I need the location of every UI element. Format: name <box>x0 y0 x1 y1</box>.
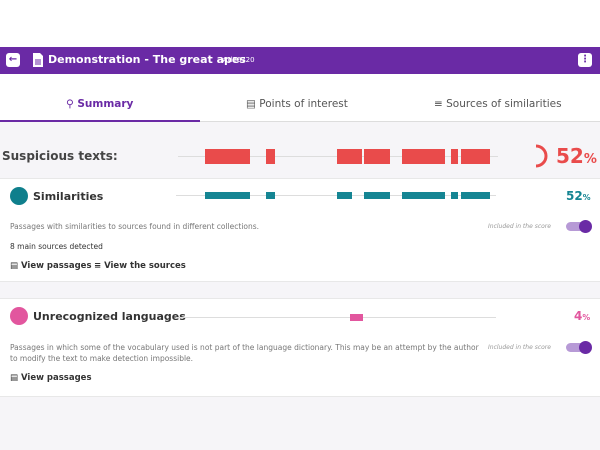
back-button[interactable]: ← <box>6 53 20 67</box>
tab[interactable]: ⚲ Summary <box>66 98 134 110</box>
menu-button[interactable]: ⋮ <box>578 53 592 67</box>
segment <box>451 192 458 199</box>
segment <box>337 192 352 199</box>
top-bar: ← Demonstration - The great apes #d26720… <box>0 47 600 74</box>
segment <box>266 149 275 164</box>
score-note: Included in the score <box>488 344 551 351</box>
doc-id: #d26720 <box>222 56 255 64</box>
separator <box>0 121 600 122</box>
segment <box>402 192 445 199</box>
card-title: Unrecognized languages <box>33 310 186 323</box>
segment <box>461 192 490 199</box>
action[interactable]: ▤ View passages <box>10 373 92 383</box>
segment <box>350 314 363 321</box>
doc-icon <box>33 53 43 67</box>
action[interactable]: ≡ View the sources <box>94 261 186 271</box>
card-similarities: Similarities 52% Passages with similarit… <box>0 178 600 282</box>
action-label: View the sources <box>104 261 186 271</box>
tab-indicator <box>0 120 200 122</box>
card-score: 4% <box>574 309 590 323</box>
toggle[interactable] <box>566 341 592 354</box>
score: 52% <box>556 144 597 168</box>
segment <box>205 149 250 164</box>
action-label: View passages <box>21 261 92 271</box>
score-value: 52 <box>556 144 584 168</box>
score-value: 52 <box>566 189 583 203</box>
tab[interactable]: ▤ Points of interest <box>246 98 348 110</box>
doc-title: Demonstration - The great apes <box>48 53 246 66</box>
tab-bar <box>0 74 600 122</box>
segment <box>402 149 445 164</box>
segment <box>364 149 390 164</box>
card-score: 52% <box>566 189 591 203</box>
track <box>176 317 496 318</box>
card-description: Passages in which some of the vocabulary… <box>10 343 479 363</box>
score-unit: % <box>583 152 597 167</box>
toggle[interactable] <box>566 220 592 233</box>
action[interactable]: ▤ View passages <box>10 261 92 271</box>
action-label: View passages <box>21 373 92 383</box>
segment <box>205 192 250 199</box>
card-description: Passages with similarities to sources fo… <box>10 222 260 231</box>
card-languages: Unrecognized languages 4% Passages in wh… <box>0 298 600 397</box>
tab-label: Sources of similarities <box>446 98 562 110</box>
tab-label: Points of interest <box>259 98 348 110</box>
icon <box>10 187 28 205</box>
segments <box>0 192 600 199</box>
score-ring <box>535 144 548 168</box>
segment <box>461 149 490 164</box>
score-unit: % <box>582 313 591 322</box>
tab[interactable]: ≡ Sources of similarities <box>434 98 562 110</box>
suspicious-label: Suspicious texts: <box>2 149 118 163</box>
tab-label: Summary <box>77 98 134 110</box>
icon <box>10 307 28 325</box>
segment <box>266 192 275 199</box>
main: ⚲ Summary ▤ Points of interest ≡ Sources… <box>0 74 600 450</box>
segment <box>451 149 458 164</box>
score-note: Included in the score <box>488 223 551 230</box>
sources-count: 8 main sources detected <box>10 242 103 251</box>
segment <box>337 149 362 164</box>
track <box>176 195 496 196</box>
score-value: 4 <box>574 309 583 323</box>
card-title: Similarities <box>33 190 104 203</box>
score-unit: % <box>582 193 591 202</box>
segments <box>0 149 600 164</box>
segment <box>364 192 390 199</box>
